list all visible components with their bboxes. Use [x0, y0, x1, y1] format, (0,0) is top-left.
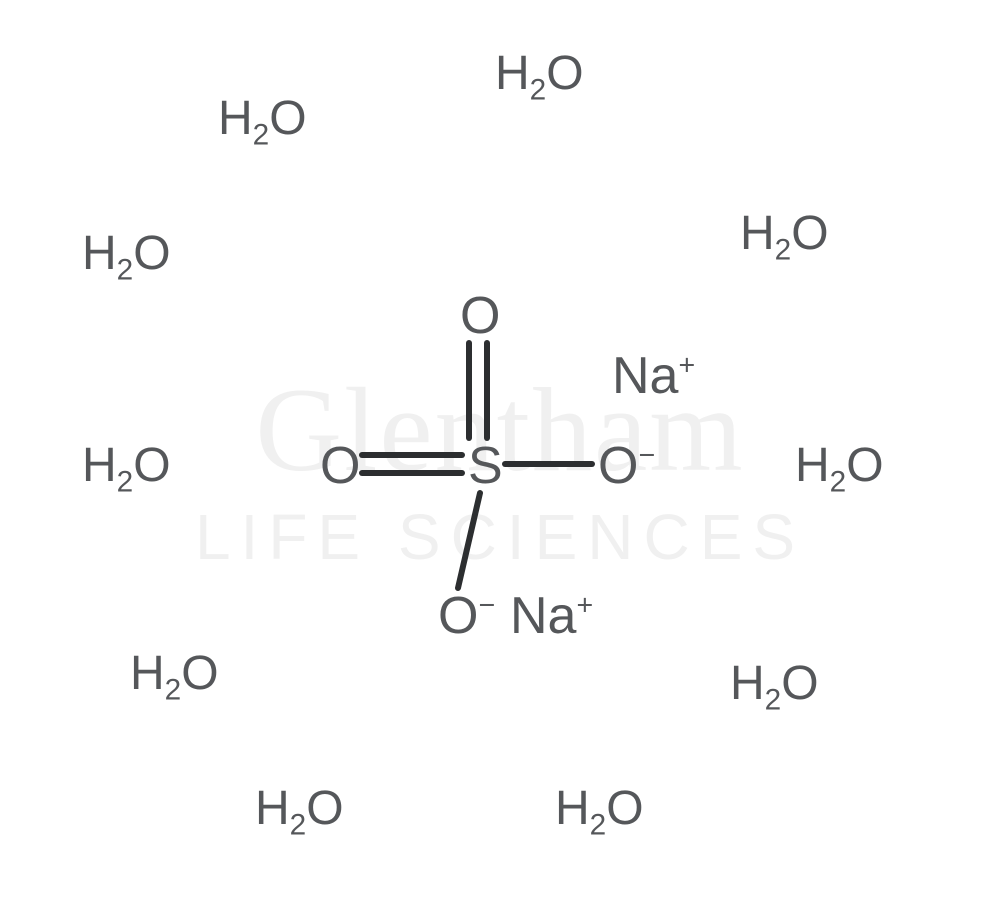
- ion-sodium-top: Na+: [612, 350, 695, 402]
- water-molecule: H2O: [255, 785, 344, 833]
- diagram-canvas: Glentham LIFE SCIENCES H2OH2OH2OH2OH2OH2…: [0, 0, 1000, 900]
- watermark-line2: LIFE SCIENCES: [0, 505, 1000, 569]
- atom-oxygen-bottom: O−: [438, 590, 495, 642]
- atom-oxygen-right: O−: [598, 440, 655, 492]
- water-molecule: H2O: [82, 230, 171, 278]
- atom-sulfur: S: [468, 440, 503, 492]
- atom-oxygen-left: O: [320, 440, 360, 492]
- water-molecule: H2O: [495, 50, 584, 98]
- water-molecule: H2O: [130, 650, 219, 698]
- atom-oxygen-top: O: [460, 290, 500, 342]
- water-molecule: H2O: [730, 660, 819, 708]
- ion-sodium-bottom: Na+: [510, 590, 593, 642]
- water-molecule: H2O: [82, 442, 171, 490]
- water-molecule: H2O: [218, 95, 307, 143]
- water-molecule: H2O: [795, 442, 884, 490]
- water-molecule: H2O: [740, 210, 829, 258]
- water-molecule: H2O: [555, 785, 644, 833]
